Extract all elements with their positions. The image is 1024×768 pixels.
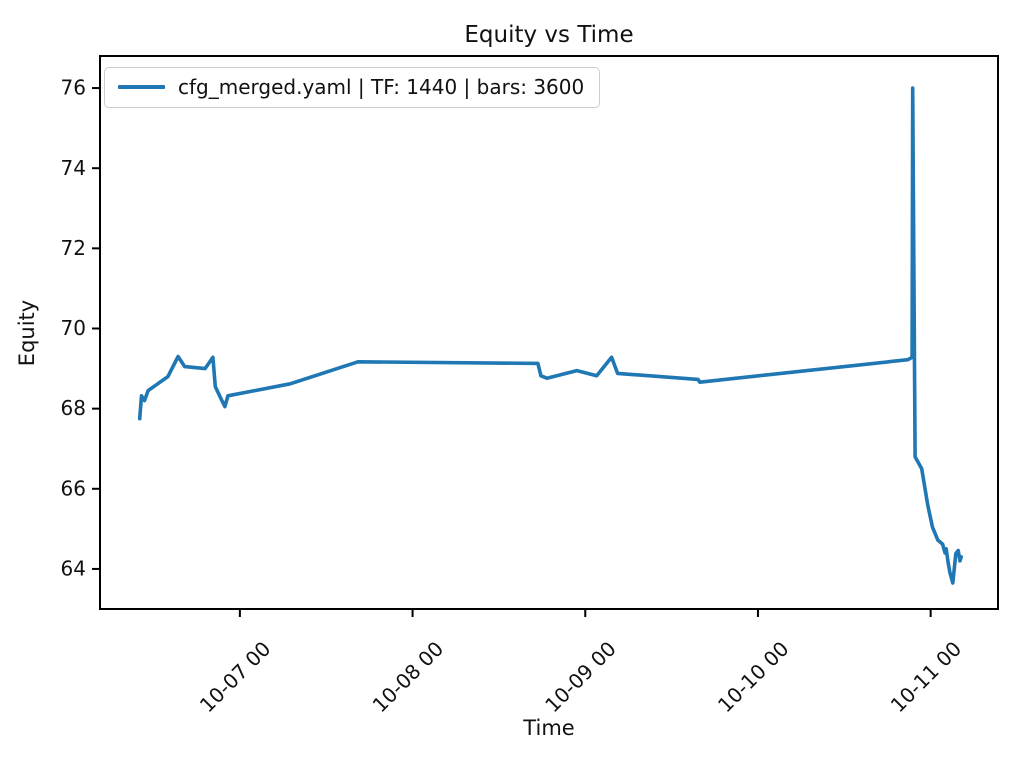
y-tick-label: 66 bbox=[61, 476, 86, 500]
y-tick-label: 74 bbox=[61, 156, 86, 180]
x-tick-label: 10-07 00 bbox=[195, 637, 276, 718]
legend: cfg_merged.yaml | TF: 1440 | bars: 3600 bbox=[104, 67, 601, 108]
chart-title: Equity vs Time bbox=[464, 22, 634, 48]
y-tick-label: 70 bbox=[61, 316, 86, 340]
legend-line-swatch bbox=[118, 85, 165, 89]
y-tick-label: 76 bbox=[61, 76, 86, 100]
equity-line bbox=[137, 86, 964, 585]
x-tick-label: 10-11 00 bbox=[886, 637, 967, 718]
x-tick-label: 10-10 00 bbox=[713, 637, 794, 718]
y-tick-label: 72 bbox=[61, 236, 86, 260]
y-tick-label: 68 bbox=[61, 396, 86, 420]
x-axis-label: Time bbox=[523, 716, 575, 740]
y-tick-label: 64 bbox=[61, 557, 86, 581]
plot-border bbox=[99, 55, 999, 610]
x-tick-label: 10-09 00 bbox=[540, 637, 621, 718]
x-tick-label: 10-08 00 bbox=[368, 637, 449, 718]
y-axis-label: Equity bbox=[15, 299, 39, 367]
legend-label: cfg_merged.yaml | TF: 1440 | bars: 3600 bbox=[178, 75, 585, 99]
